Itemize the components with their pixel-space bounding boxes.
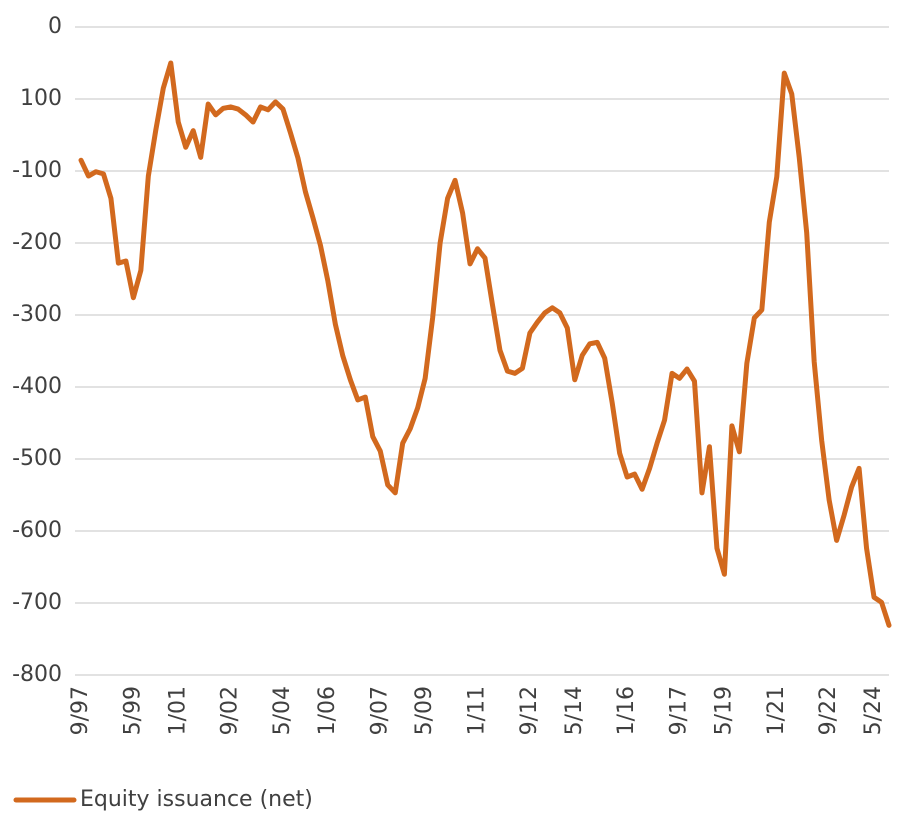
y-tick-label: -400: [12, 374, 62, 399]
y-tick-label: -300: [12, 302, 62, 327]
y-tick-label: -800: [12, 662, 62, 687]
y-tick-label: -500: [12, 446, 62, 471]
x-tick-label: 5/24: [861, 686, 886, 735]
x-tick-label: 1/21: [764, 686, 789, 735]
x-tick-label: 9/17: [667, 686, 692, 735]
legend-label: Equity issuance (net): [80, 787, 313, 812]
x-tick-label: 1/11: [465, 686, 490, 735]
x-tick-label: 1/06: [315, 686, 340, 735]
x-tick-label: 9/12: [517, 686, 542, 735]
x-tick-label: 5/04: [270, 686, 295, 735]
x-tick-label: 5/14: [562, 686, 587, 735]
y-tick-label: -600: [12, 518, 62, 543]
x-tick-label: 5/09: [412, 686, 437, 735]
x-tick-label: 1/16: [614, 686, 639, 735]
x-tick-label: 5/99: [120, 686, 145, 735]
y-tick-label: -200: [12, 230, 62, 255]
x-tick-label: 9/07: [367, 686, 392, 735]
y-tick-label: 0: [48, 14, 62, 39]
x-tick-label: 9/22: [816, 686, 841, 735]
x-tick-label: 9/97: [68, 686, 93, 735]
line-series: [78, 60, 892, 628]
x-tick-label: 1/01: [165, 686, 190, 735]
x-tick-label: 9/02: [218, 686, 243, 735]
y-tick-label: -100: [12, 158, 62, 183]
x-tick-label: 5/19: [711, 686, 736, 735]
y-tick-label: 100: [20, 86, 62, 111]
y-tick-label: -700: [12, 590, 62, 615]
